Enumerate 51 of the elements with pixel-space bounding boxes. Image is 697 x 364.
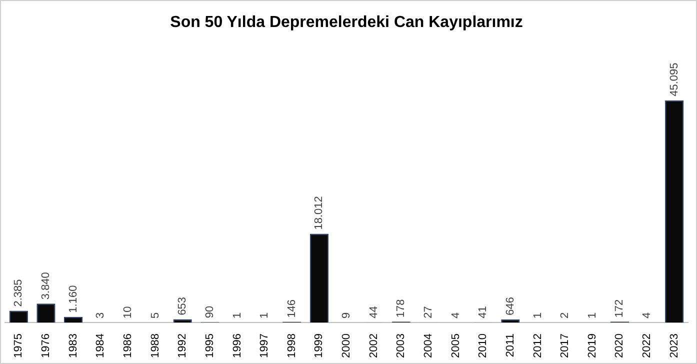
data-label: 90 (204, 306, 216, 318)
x-tick-label: 1998 (286, 334, 298, 358)
x-tick-label: 1986 (122, 334, 134, 358)
x-tick-label: 2004 (422, 334, 434, 358)
data-label: 146 (286, 299, 298, 318)
x-tick-label: 1983 (67, 334, 80, 358)
data-label: 41 (477, 306, 490, 318)
x-tick-label: 2003 (395, 334, 408, 358)
x-tick-label: 2000 (340, 334, 353, 358)
data-label: 27 (422, 306, 434, 318)
x-tick-label: 2023 (668, 334, 680, 358)
x-tick-label: 2005 (450, 334, 462, 358)
x-tick-label: 2010 (477, 334, 490, 358)
x-tick-label: 2019 (586, 334, 598, 358)
data-label: 3 (94, 312, 107, 319)
data-label: 3.840 (40, 272, 52, 300)
x-tick-label: 1992 (176, 334, 189, 358)
data-label: 172 (614, 299, 626, 318)
data-label: 5 (149, 312, 162, 319)
data-label: 45.095 (668, 62, 680, 96)
x-tick-label: 2020 (614, 334, 626, 358)
data-label: 653 (176, 296, 189, 316)
data-label: 178 (395, 299, 408, 318)
data-label: 1 (231, 312, 244, 319)
data-label: 18.012 (313, 196, 326, 230)
data-label: 4 (450, 312, 462, 319)
data-label: 1 (258, 312, 271, 319)
x-tick-label: 1988 (149, 334, 162, 358)
data-label: 1.160 (67, 285, 80, 313)
x-tick-label: 2022 (641, 334, 654, 358)
data-label: 646 (504, 296, 516, 316)
x-tick-label: 1976 (40, 334, 52, 358)
x-tick-label: 1999 (313, 334, 326, 358)
x-tick-label: 1997 (258, 334, 271, 358)
data-label: 44 (368, 306, 380, 318)
data-label: 2 (559, 312, 572, 319)
data-label: 4 (641, 312, 654, 319)
data-label: 10 (122, 306, 134, 318)
x-tick-label: 1975 (12, 334, 25, 358)
data-label: 1 (532, 312, 544, 319)
x-tick-label: 1996 (231, 334, 244, 358)
chart-title: Son 50 Yılda Depremelerdeki Can Kayıplarımız (170, 14, 523, 32)
x-tick-label: 2012 (532, 334, 544, 358)
x-tick-label: 2017 (559, 334, 572, 358)
data-label: 1 (586, 312, 598, 319)
data-label: 2.385 (12, 279, 25, 307)
x-tick-label: 1984 (94, 334, 107, 358)
x-tick-label: 1995 (204, 334, 216, 358)
x-tick-label: 2002 (368, 334, 380, 358)
data-label: 9 (340, 312, 353, 318)
x-tick-label: 2011 (504, 334, 516, 358)
